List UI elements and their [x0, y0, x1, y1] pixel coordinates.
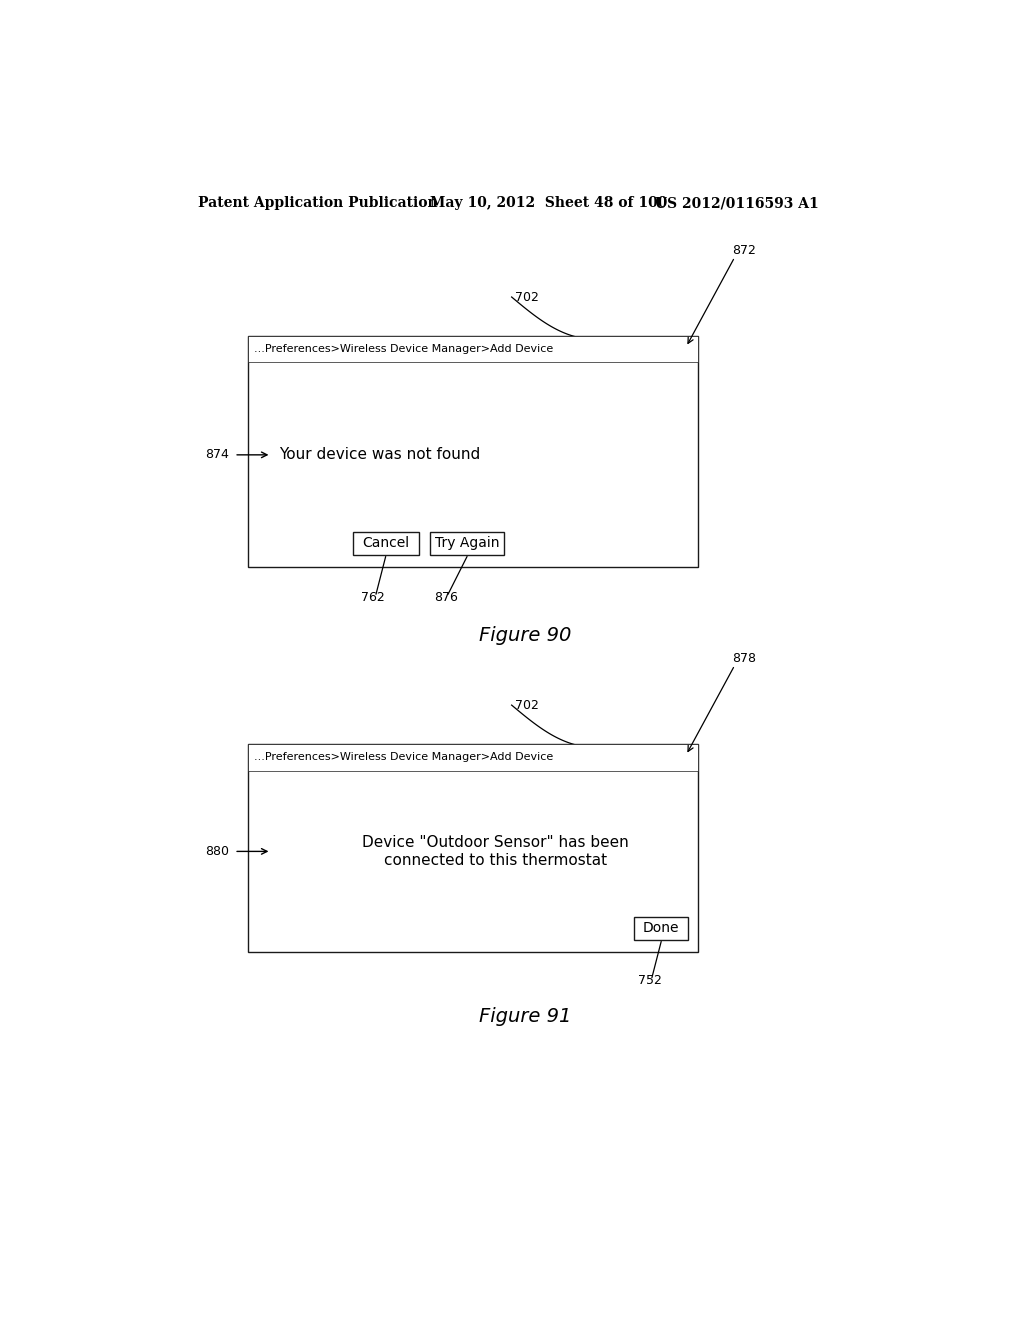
Text: Cancel: Cancel — [362, 536, 410, 550]
Bar — [352, 532, 419, 554]
Text: 762: 762 — [360, 591, 384, 603]
Text: 752: 752 — [638, 974, 662, 987]
Text: 874: 874 — [206, 449, 229, 462]
Text: 876: 876 — [434, 591, 458, 603]
Text: 702: 702 — [515, 698, 540, 711]
Text: Device "Outdoor Sensor" has been: Device "Outdoor Sensor" has been — [361, 834, 629, 850]
Text: Figure 91: Figure 91 — [478, 1007, 571, 1027]
Text: May 10, 2012  Sheet 48 of 100: May 10, 2012 Sheet 48 of 100 — [430, 197, 668, 210]
Text: Done: Done — [643, 921, 680, 936]
Text: ...Preferences>Wireless Device Manager>Add Device: ...Preferences>Wireless Device Manager>A… — [254, 343, 554, 354]
Bar — [430, 532, 504, 554]
Text: 880: 880 — [206, 845, 229, 858]
Bar — [248, 743, 697, 771]
Bar — [248, 335, 697, 363]
Bar — [248, 335, 697, 566]
Text: Figure 90: Figure 90 — [478, 626, 571, 645]
Text: connected to this thermostat: connected to this thermostat — [384, 853, 607, 869]
Bar — [248, 743, 697, 952]
Text: 702: 702 — [515, 290, 540, 304]
Text: Try Again: Try Again — [435, 536, 500, 550]
Bar — [634, 917, 688, 940]
Text: Patent Application Publication: Patent Application Publication — [198, 197, 437, 210]
Text: 878: 878 — [732, 652, 757, 665]
Text: Your device was not found: Your device was not found — [280, 447, 480, 462]
Text: 872: 872 — [732, 244, 757, 257]
Text: ...Preferences>Wireless Device Manager>Add Device: ...Preferences>Wireless Device Manager>A… — [254, 751, 554, 762]
Text: US 2012/0116593 A1: US 2012/0116593 A1 — [655, 197, 819, 210]
